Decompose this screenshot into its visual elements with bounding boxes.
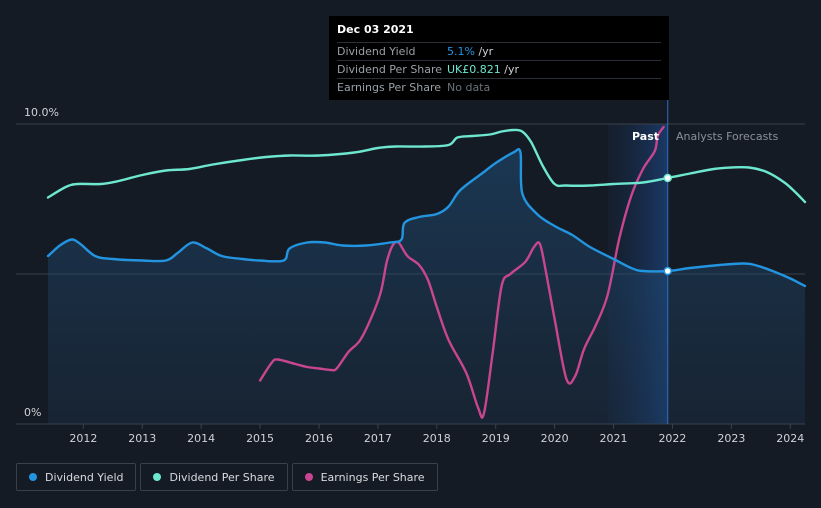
earnings-per-share-line <box>258 125 665 419</box>
x-tick-label: 2018 <box>423 432 451 445</box>
dividend-yield-marker <box>663 266 672 276</box>
y-tick-label: 0% <box>24 406 41 419</box>
legend-label: Earnings Per Share <box>320 470 425 484</box>
legend-item-dividend-yield[interactable]: Dividend Yield <box>16 463 137 491</box>
x-tick-label: 2020 <box>541 432 569 445</box>
x-tick-label: 2013 <box>128 432 156 445</box>
legend-item-dividend-per-share[interactable]: Dividend Per Share <box>140 463 288 491</box>
x-tick-label: 2024 <box>776 432 804 445</box>
x-tick-label: 2016 <box>305 432 333 445</box>
legend-dot-icon <box>29 473 37 481</box>
y-tick-label: 10.0% <box>24 106 59 119</box>
tooltip-value: No data <box>447 81 491 94</box>
tooltip-value: 5.1% <box>447 45 475 58</box>
x-tick-label: 2023 <box>717 432 745 445</box>
forecast-label: Analysts Forecasts <box>676 130 779 143</box>
tooltip-label: Dividend Per Share <box>337 63 443 76</box>
x-tick-label: 2022 <box>658 432 686 445</box>
tooltip-unit: /yr <box>500 63 520 76</box>
legend-dot-icon <box>304 473 313 481</box>
legend-item-earnings-per-share[interactable]: Earnings Per Share <box>291 463 438 491</box>
chart-tooltip: Dec 03 2021 Dividend Yield 5.1% /yr Divi… <box>329 16 669 100</box>
tooltip-row-dividend-per-share: Dividend Per Share UK£0.821 /yr <box>337 60 661 78</box>
x-tick-label: 2021 <box>600 432 628 445</box>
x-tick-label: 2017 <box>364 432 392 445</box>
x-tick-label: 2012 <box>69 432 97 445</box>
dividend-per-share-line <box>46 128 807 204</box>
tooltip-date: Dec 03 2021 <box>337 23 414 36</box>
x-tick-label: 2015 <box>246 432 274 445</box>
x-tick-label: 2019 <box>482 432 510 445</box>
legend-label: Dividend Per Share <box>169 470 275 484</box>
tooltip-label: Dividend Yield <box>337 45 416 58</box>
legend-dot-icon <box>153 473 162 481</box>
tooltip-unit: /yr <box>474 45 494 58</box>
past-label: Past <box>632 130 659 143</box>
chart-legend: Dividend Yield Dividend Per Share Earnin… <box>16 463 438 491</box>
x-tick-label: 2014 <box>187 432 215 445</box>
dividend-yield-line <box>46 147 807 288</box>
dividend-per-share-marker <box>663 173 672 183</box>
dividend-yield-area <box>48 149 805 424</box>
tooltip-value: UK£0.821 <box>447 63 501 76</box>
legend-label: Dividend Yield <box>45 470 124 484</box>
tooltip-row-earnings-per-share: Earnings Per Share No data <box>337 78 661 96</box>
tooltip-label: Earnings Per Share <box>337 81 442 94</box>
tooltip-row-dividend-yield: Dividend Yield 5.1% /yr <box>337 42 661 60</box>
